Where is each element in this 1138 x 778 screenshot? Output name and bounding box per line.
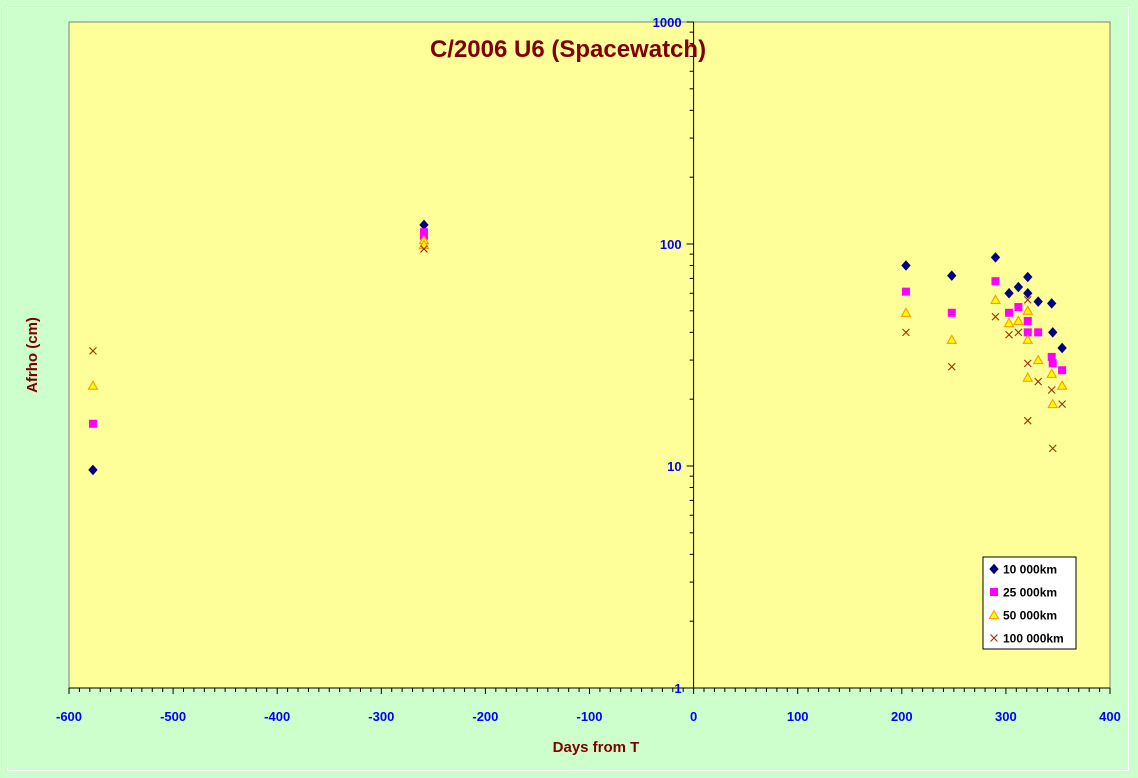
data-point (1047, 298, 1057, 309)
x-tick-label: 100 (787, 709, 809, 724)
data-point (420, 245, 428, 253)
x-tick-label: -400 (264, 709, 290, 724)
x-tick-label: 200 (891, 709, 913, 724)
data-point (1022, 334, 1034, 344)
data-point (947, 362, 956, 371)
chart-frame (7, 7, 1129, 771)
series-50-000km (87, 234, 1068, 409)
y-tick-label: 1 (674, 681, 681, 696)
data-point (1048, 359, 1057, 368)
data-point (1048, 444, 1057, 453)
series-100-000km (89, 245, 1067, 453)
legend-marker (989, 563, 999, 575)
legend-label: 25 000km (1003, 586, 1057, 600)
data-point (1023, 296, 1032, 304)
legend-label: 50 000km (1003, 609, 1057, 623)
data-point (1048, 327, 1058, 338)
data-point (1056, 380, 1068, 390)
data-point (1022, 305, 1034, 315)
legend-marker (988, 609, 1000, 620)
data-point (1047, 398, 1059, 409)
data-point (990, 294, 1001, 304)
plot-area (68, 21, 1111, 689)
data-point (901, 287, 910, 296)
data-point (1047, 386, 1056, 394)
chart-title: C/2006 U6 (Spacewatch) (430, 36, 706, 63)
data-point (1023, 287, 1033, 299)
data-point (1023, 416, 1032, 425)
data-point (900, 307, 912, 317)
data-points (87, 219, 1068, 476)
data-point (1058, 400, 1067, 409)
data-point (1023, 328, 1032, 337)
legend-marker (990, 588, 998, 596)
data-point (902, 328, 910, 337)
data-point (1013, 281, 1024, 293)
data-point (1033, 296, 1043, 307)
y-axis-title: Afrho (cm) (24, 317, 41, 393)
x-tick-label: -100 (576, 709, 602, 724)
data-point (1014, 328, 1023, 337)
y-tick-label: 10 (667, 459, 681, 474)
legend-marker (990, 634, 998, 642)
data-point (1003, 317, 1015, 328)
data-point (1047, 352, 1056, 361)
legend-label: 100 000km (1003, 632, 1064, 646)
data-point (1058, 366, 1067, 375)
data-point (1034, 328, 1043, 337)
data-point (1014, 303, 1023, 312)
legend: 10 000km 25 000km 50 000km 100 000km (982, 556, 1077, 650)
data-point (901, 260, 911, 271)
x-tick-label: 400 (1099, 709, 1121, 724)
ticks: -600 -500 -400 -300 -200 -100 0 100 200 300 400 1 10… (56, 15, 1121, 724)
data-point (1012, 315, 1024, 326)
data-point (1023, 359, 1032, 368)
data-point (947, 270, 957, 281)
data-point (946, 334, 958, 344)
data-point (1023, 271, 1033, 283)
data-point (990, 252, 1001, 263)
data-point (1023, 316, 1032, 325)
x-tick-label: -500 (160, 709, 186, 724)
x-tick-label: 300 (995, 709, 1017, 724)
x-tick-label: -200 (472, 709, 498, 724)
data-point (1004, 287, 1014, 299)
series-10-000km (88, 219, 1067, 476)
data-point (1022, 372, 1034, 382)
y-tick-label: 100 (660, 237, 682, 252)
x-tick-label: -300 (368, 709, 394, 724)
x-tick-label: 0 (690, 709, 697, 724)
data-point (1032, 354, 1044, 365)
y-tick-label: 1000 (653, 15, 682, 30)
data-point (1005, 330, 1013, 339)
data-point (1005, 308, 1014, 317)
data-point (1057, 342, 1067, 354)
x-tick-label: -600 (56, 709, 82, 724)
data-point (87, 380, 99, 390)
data-point (1046, 368, 1058, 378)
data-point (88, 419, 97, 428)
data-point (1034, 377, 1043, 386)
x-axis-title: Days from T (553, 739, 640, 756)
legend-box (982, 556, 1077, 650)
data-point (991, 312, 1000, 321)
data-point (88, 464, 98, 476)
data-point (89, 347, 97, 355)
data-point (991, 277, 1000, 286)
data-point (947, 308, 956, 317)
legend-label: 10 000km (1003, 563, 1057, 577)
